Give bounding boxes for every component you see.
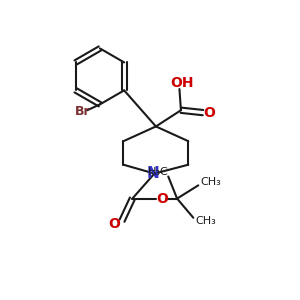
Text: OH: OH	[171, 76, 194, 90]
Text: CH₃: CH₃	[195, 216, 216, 226]
Text: O: O	[109, 217, 121, 231]
Text: Br: Br	[74, 105, 90, 118]
Text: O: O	[203, 106, 215, 120]
Text: CH₃: CH₃	[200, 177, 221, 188]
Text: N: N	[147, 166, 159, 181]
Text: O: O	[156, 192, 168, 206]
Text: H₃C: H₃C	[148, 167, 168, 177]
